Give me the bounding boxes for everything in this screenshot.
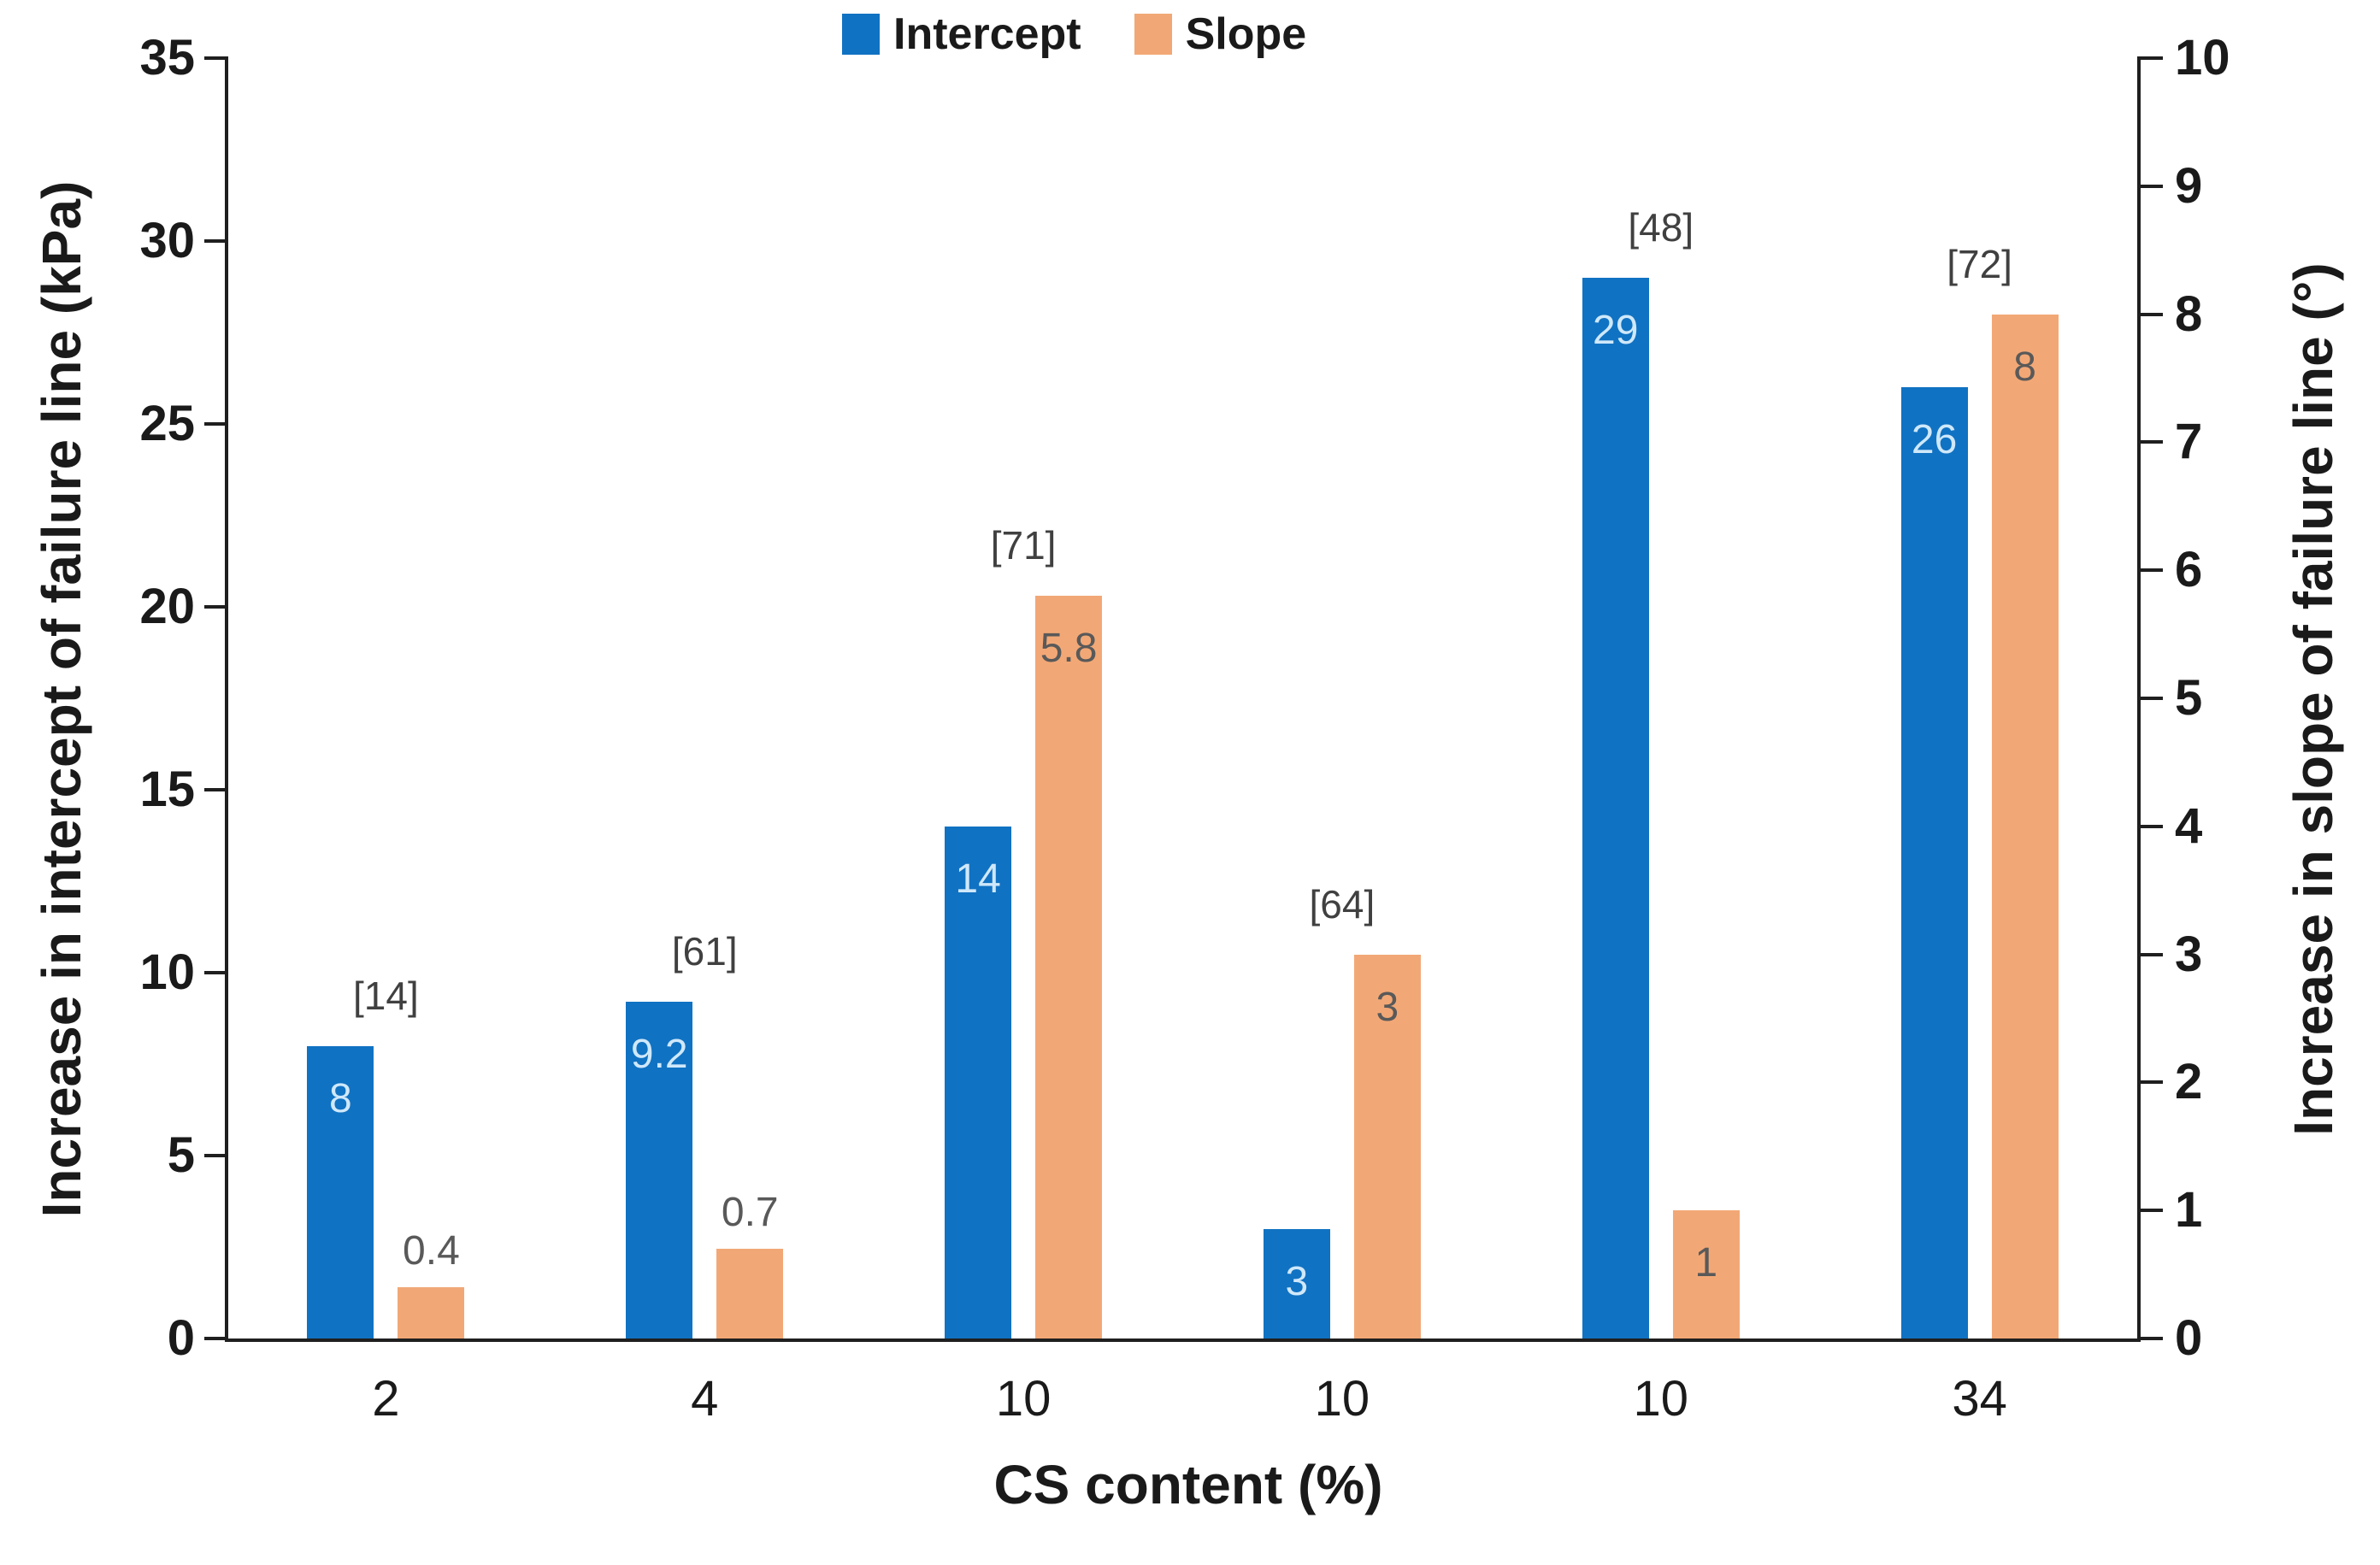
- y-axis-left-tick: [204, 971, 227, 974]
- y-axis-right-tick: [2141, 56, 2163, 60]
- bar-slope-1: [716, 1249, 784, 1338]
- y-axis-right-tick: [2141, 184, 2163, 188]
- y-axis-right-tick: [2141, 568, 2163, 573]
- bar-slope-5: [1991, 314, 2059, 1338]
- bar-intercept-value-1: 9.2: [630, 1032, 688, 1078]
- y-axis-right-tick-label: 10: [2175, 30, 2230, 85]
- y-axis-left-tick-label: 20: [139, 579, 195, 634]
- y-axis-right-tick: [2141, 440, 2163, 444]
- y-axis-left-tick-label: 5: [167, 1127, 195, 1183]
- right-axis-title: Increase in slope of failure line (°): [2283, 262, 2344, 1136]
- bar-intercept-value-4: 29: [1593, 307, 1639, 353]
- bar-intercept-5: [1900, 387, 1968, 1338]
- y-axis-left-tick-label: 35: [139, 30, 195, 85]
- y-axis-right-tick-label: 2: [2175, 1054, 2203, 1110]
- legend-swatch-slope: [1134, 14, 1172, 55]
- y-axis-right-tick-label: 5: [2175, 670, 2203, 726]
- reference-label-0: [14]: [353, 973, 419, 1018]
- x-category-label-1: 4: [691, 1371, 719, 1427]
- y-axis-right-tick-label: 0: [2175, 1310, 2203, 1366]
- x-axis-line: [225, 1338, 2141, 1342]
- y-axis-right-tick: [2141, 952, 2163, 956]
- y-axis-left-tick-label: 0: [167, 1310, 195, 1366]
- bar-intercept-3: [1263, 1228, 1330, 1338]
- reference-label-3: [64]: [1309, 881, 1376, 927]
- bar-intercept-value-3: 3: [1285, 1258, 1309, 1304]
- y-axis-left-tick-label: 10: [139, 944, 195, 1000]
- bar-slope-0: [398, 1287, 465, 1338]
- y-axis-right-tick-label: 7: [2175, 414, 2203, 470]
- right-axis-line: [2137, 56, 2141, 1342]
- y-axis-left-tick: [204, 56, 227, 60]
- y-axis-right-tick: [2141, 697, 2163, 700]
- y-axis-right-tick-label: 6: [2175, 542, 2203, 598]
- y-axis-left-tick: [204, 605, 227, 609]
- bar-slope-value-1: 0.7: [721, 1190, 779, 1236]
- y-axis-right-tick-label: 1: [2175, 1182, 2203, 1238]
- y-axis-left-tick: [204, 422, 227, 426]
- y-axis-right-tick: [2141, 1080, 2163, 1085]
- x-axis-title: CS content (%): [993, 1454, 1383, 1515]
- y-axis-right-tick: [2141, 1209, 2163, 1213]
- bar-intercept-value-2: 14: [955, 856, 1001, 902]
- legend-swatch-intercept: [842, 14, 880, 55]
- reference-label-1: [61]: [671, 929, 738, 974]
- x-category-label-3: 10: [1314, 1371, 1370, 1427]
- bar-intercept-0: [307, 1045, 374, 1338]
- reference-label-5: [72]: [1947, 241, 2012, 286]
- reference-label-4: [48]: [1628, 204, 1694, 250]
- y-axis-left-tick-label: 25: [139, 396, 195, 451]
- legend: Intercept Slope: [842, 12, 1306, 56]
- y-axis-left-tick: [204, 239, 227, 243]
- bar-slope-2: [1035, 596, 1103, 1338]
- y-axis-right-tick-label: 4: [2175, 797, 2203, 854]
- y-axis-right-tick: [2141, 312, 2163, 316]
- legend-label-slope: Slope: [1185, 9, 1307, 59]
- bar-slope-3: [1353, 954, 1421, 1338]
- y-axis-left-tick: [204, 1154, 227, 1157]
- y-axis-right-tick-label: 9: [2175, 157, 2203, 214]
- bar-intercept-1: [626, 1002, 693, 1338]
- x-category-label-5: 34: [1952, 1371, 2007, 1427]
- y-axis-right-tick: [2141, 1337, 2163, 1340]
- bar-intercept-4: [1582, 277, 1649, 1338]
- bar-slope-4: [1672, 1210, 1740, 1338]
- x-category-label-4: 10: [1633, 1371, 1688, 1427]
- legend-label-intercept: Intercept: [893, 9, 1081, 59]
- y-axis-right-tick-label: 3: [2175, 926, 2203, 982]
- left-axis-title: Increase in intercept of failure line (k…: [31, 180, 92, 1218]
- y-axis-left-tick-label: 30: [139, 213, 195, 268]
- y-axis-right-tick: [2141, 824, 2163, 828]
- left-axis-line: [225, 56, 228, 1342]
- legend-item-intercept: Intercept: [842, 12, 1081, 56]
- bar-slope-value-3: 3: [1376, 984, 1399, 1030]
- legend-item-slope: Slope: [1134, 9, 1307, 59]
- bar-slope-value-4: 1: [1694, 1240, 1718, 1286]
- y-axis-left-tick: [204, 788, 227, 791]
- bar-slope-value-5: 8: [2013, 344, 2036, 390]
- bar-intercept-value-5: 26: [1911, 417, 1958, 463]
- x-category-label-2: 10: [995, 1371, 1052, 1427]
- y-axis-left-tick: [204, 1337, 227, 1340]
- bar-slope-value-0: 0.4: [403, 1228, 460, 1274]
- y-axis-left-tick-label: 15: [139, 762, 195, 817]
- bar-intercept-2: [945, 826, 1012, 1338]
- bar-intercept-value-0: 8: [329, 1075, 352, 1121]
- x-category-label-0: 2: [372, 1371, 400, 1427]
- bar-slope-value-2: 5.8: [1040, 626, 1098, 672]
- y-axis-right-tick-label: 8: [2175, 285, 2203, 342]
- reference-label-2: [71]: [990, 523, 1057, 568]
